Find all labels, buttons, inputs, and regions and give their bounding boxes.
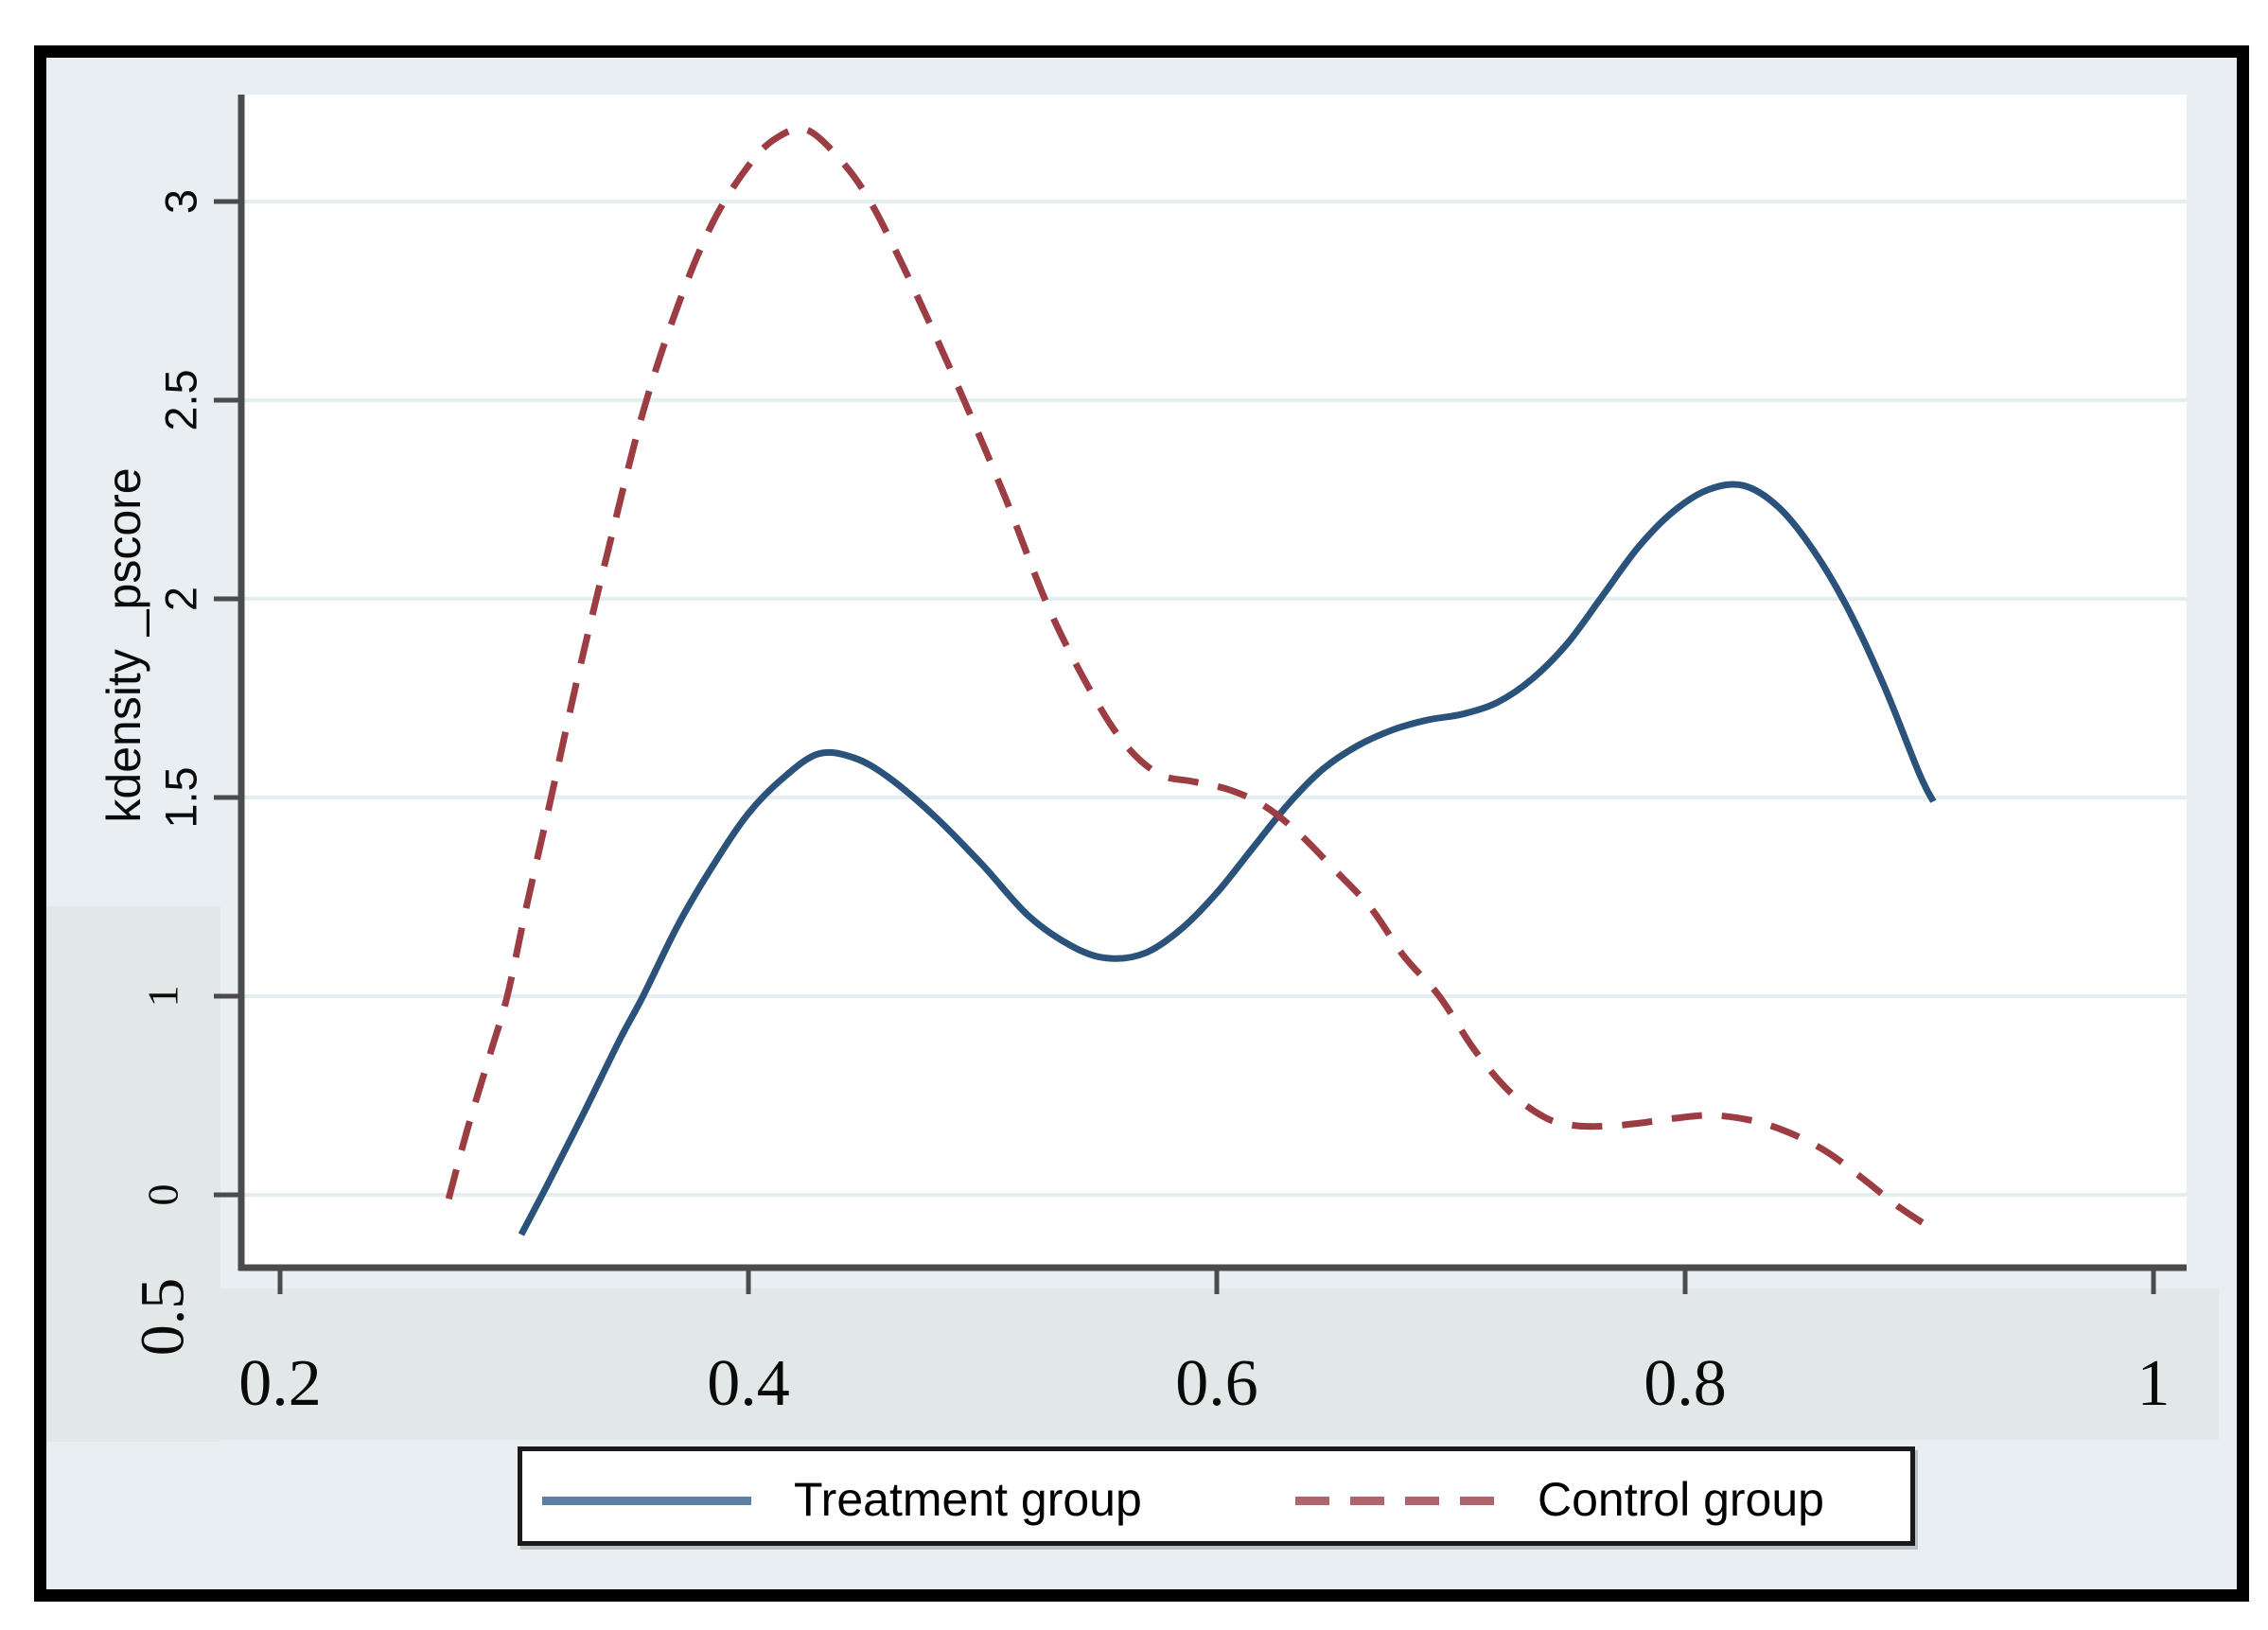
bottom-gray-band — [220, 1288, 2219, 1440]
x-tick-label-0.6: 0.6 — [1175, 1347, 1258, 1420]
plot-area — [244, 95, 2187, 1271]
legend-label-control: Control group — [1538, 1473, 1824, 1526]
treatment-curve — [518, 481, 1937, 1236]
y-axis-title: kdensity _pscore — [97, 467, 150, 822]
x-tick-label-0.8: 0.8 — [1644, 1347, 1727, 1420]
y-tick-label-2.5: 2.5 — [156, 369, 206, 430]
x-tick-label-0.2: 0.2 — [238, 1347, 322, 1420]
y-tick-label-1: 1 — [139, 986, 187, 1008]
control-line-swatch — [1295, 1497, 1504, 1505]
y-tick-label-0: 0 — [139, 1184, 187, 1206]
legend-label-treatment: Treatment group — [794, 1473, 1142, 1526]
x-tick-label-0.4: 0.4 — [707, 1347, 790, 1420]
control-curve — [445, 125, 1931, 1230]
y-tick-label-1.5: 1.5 — [156, 766, 206, 828]
stray-y-label-0-5: 0.5 — [129, 1278, 198, 1357]
legend-box: Treatment group Control group — [518, 1446, 1915, 1546]
y-tick-label-2: 2 — [156, 587, 206, 611]
treatment-line-swatch — [542, 1497, 751, 1505]
x-tick-label-1: 1 — [2137, 1347, 2171, 1420]
y-tick-label-3: 3 — [156, 189, 206, 214]
left-gray-band — [46, 906, 220, 1442]
